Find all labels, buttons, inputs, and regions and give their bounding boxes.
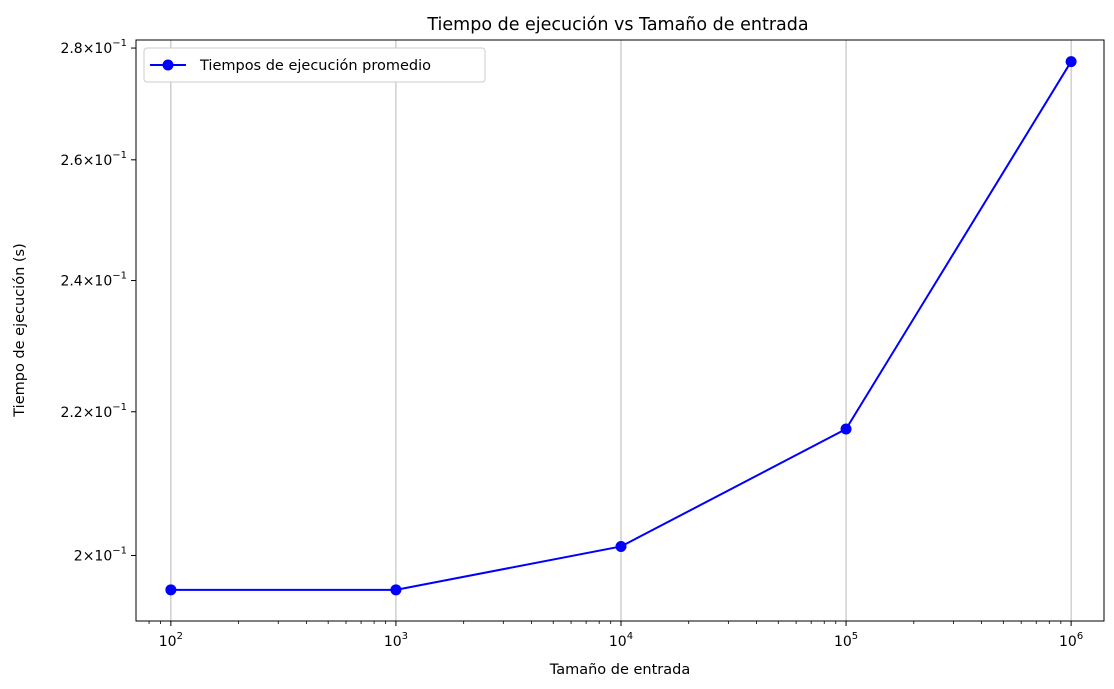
- x-tick-base: 10: [384, 634, 402, 650]
- y-axis-label: Tiempo de ejecución (s): [12, 243, 28, 417]
- y-tick-exponent: −1: [112, 150, 127, 161]
- y-tick-times: ×10: [83, 274, 113, 290]
- x-tick-exponent: 3: [402, 631, 408, 642]
- y-tick-mantissa: 2.2: [60, 405, 82, 421]
- y-tick-times: ×10: [83, 549, 113, 565]
- y-tick-label: 2×10−1: [74, 546, 127, 565]
- x-tick-label: 106: [1059, 631, 1083, 650]
- plot-area-frame: [135, 39, 1105, 622]
- x-tick-exponent: 4: [627, 631, 633, 642]
- x-tick-label: 104: [609, 631, 633, 650]
- x-tick-base: 10: [609, 634, 627, 650]
- y-tick-mantissa: 2.8: [60, 41, 82, 57]
- y-tick-mantissa: 2.6: [60, 153, 82, 169]
- y-tick-label: 2.4×10−1: [60, 271, 127, 290]
- data-point: [1065, 56, 1077, 68]
- x-tick-base: 10: [834, 634, 852, 650]
- data-point: [165, 584, 177, 596]
- x-tick-base: 10: [1059, 634, 1077, 650]
- x-tick-exponent: 6: [1077, 631, 1083, 642]
- y-tick-mantissa: 2.4: [60, 274, 82, 290]
- x-tick-base: 10: [159, 634, 177, 650]
- chart-title: Tiempo de ejecución vs Tamaño de entrada: [426, 15, 808, 35]
- data-point: [615, 540, 627, 552]
- y-tick-times: ×10: [83, 153, 113, 169]
- y-tick-exponent: −1: [112, 546, 127, 557]
- x-tick-label: 102: [159, 631, 183, 650]
- y-tick-exponent: −1: [112, 38, 127, 49]
- grid-lines: [170, 40, 1072, 621]
- legend-entry-label: Tiempos de ejecución promedio: [199, 58, 431, 74]
- data-point: [840, 423, 852, 435]
- y-tick-times: ×10: [83, 41, 113, 57]
- x-tick-exponent: 5: [852, 631, 858, 642]
- legend-marker-swatch: [162, 59, 174, 71]
- y-tick-label: 2.2×10−1: [60, 402, 127, 421]
- x-tick-label: 103: [384, 631, 408, 650]
- data-point: [390, 584, 402, 596]
- legend: Tiempos de ejecución promedio: [143, 47, 486, 83]
- legend-box: [143, 47, 486, 83]
- series-group: [165, 56, 1077, 596]
- y-tick-exponent: −1: [112, 402, 127, 413]
- x-tick-exponent: 2: [177, 631, 183, 642]
- y-tick-mantissa: 2: [74, 549, 83, 565]
- y-tick-times: ×10: [83, 405, 113, 421]
- y-tick-label: 2.8×10−1: [60, 38, 127, 57]
- x-axis-label: Tamaño de entrada: [549, 662, 691, 678]
- y-tick-label: 2.6×10−1: [60, 150, 127, 169]
- y-tick-exponent: −1: [112, 271, 127, 282]
- x-axis: 102 103 104 105 106: [148, 621, 1083, 650]
- x-tick-label: 105: [834, 631, 858, 650]
- y-axis: 2×10−12.2×10−12.4×10−12.6×10−12.8×10−1: [60, 38, 136, 565]
